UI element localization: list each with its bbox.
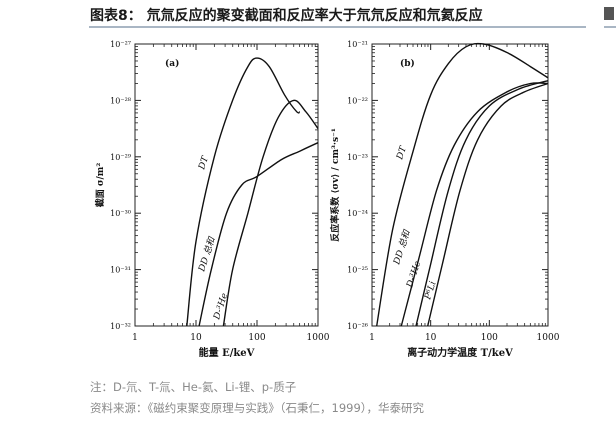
figure-notes: 注：D-氘、T-氚、He-氦、Li-锂、p-质子 资料来源：《磁约束聚变原理与实… <box>90 377 424 419</box>
y-tick-label: 10⁻²⁶ <box>347 322 368 331</box>
plot-frame <box>371 43 549 327</box>
y-tick-label: 10⁻²³ <box>347 153 368 162</box>
source-line: 资料来源：《磁约束聚变原理与实践》（石秉仁，1999），华泰研究 <box>90 401 425 415</box>
series-curve <box>198 142 319 327</box>
adjacent-divider <box>604 26 616 28</box>
y-tick-label: 10⁻³⁰ <box>110 209 131 218</box>
x-tick-label: 100 <box>248 333 265 343</box>
x-tick-label: 10 <box>190 333 202 343</box>
x-tick-label: 1 <box>132 333 138 343</box>
y-tick-label: 10⁻³² <box>110 322 131 331</box>
series-curve <box>415 80 549 327</box>
x-axis-label: 能量 E/keV <box>199 346 255 359</box>
x-tick-label: 10 <box>425 333 437 343</box>
series-label: DD 总和 <box>391 228 413 267</box>
panel-label: (a) <box>165 58 179 69</box>
figure-area: 1 10 100 1000 10⁻²⁷ 10⁻²⁸ 10⁻²⁹ 10⁻³⁰ 10⁻³¹ 10⁻³²… <box>89 30 589 366</box>
y-tick-label: 10⁻²¹ <box>347 40 368 49</box>
adjacent-figure-edge <box>604 7 614 20</box>
series-curve <box>222 99 319 327</box>
series-label: DT <box>395 144 409 162</box>
y-tick-label: 10⁻²⁸ <box>110 96 131 105</box>
x-tick-label: 1000 <box>307 333 330 343</box>
y-tick-label: 10⁻³¹ <box>110 266 131 275</box>
note-line: 注：D-氘、T-氚、He-氦、Li-锂、p-质子 <box>90 380 297 394</box>
y-axis-label: 反应率系数 ⟨σv⟩ / cm³·s⁻¹ <box>329 128 341 242</box>
y-tick-label: 10⁻²⁷ <box>110 40 131 49</box>
panel-label: (b) <box>400 58 415 69</box>
x-axis-label: 离子动力学温度 T/keV <box>407 346 513 359</box>
series-curve <box>376 42 549 327</box>
y-tick-label: 10⁻²⁵ <box>347 266 368 275</box>
plot-frame <box>134 43 319 327</box>
y-tick-label: 10⁻²⁴ <box>347 209 368 218</box>
x-tick-label: 100 <box>481 333 498 343</box>
y-tick-label: 10⁻²⁹ <box>110 153 132 162</box>
series-label: D-³He <box>212 292 230 322</box>
series-curve <box>427 82 549 327</box>
x-tick-label: 1000 <box>537 333 560 343</box>
series-curve <box>400 82 549 327</box>
figure-title: 图表8： 氘氚反应的聚变截面和反应率大于氘氘反应和氘氦反应 <box>90 8 483 24</box>
series-label: DT <box>197 154 211 172</box>
title-divider <box>89 26 586 28</box>
series-curve <box>186 57 301 327</box>
chart-canvas: 1 10 100 1000 10⁻²⁷ 10⁻²⁸ 10⁻²⁹ 10⁻³⁰ 10⁻³¹ 10⁻³²… <box>94 40 560 359</box>
series-label: D-³He <box>405 260 423 290</box>
y-tick-label: 10⁻²² <box>347 96 368 105</box>
x-tick-label: 1 <box>369 333 375 343</box>
y-axis-label: 截面 σ/m² <box>94 163 106 208</box>
